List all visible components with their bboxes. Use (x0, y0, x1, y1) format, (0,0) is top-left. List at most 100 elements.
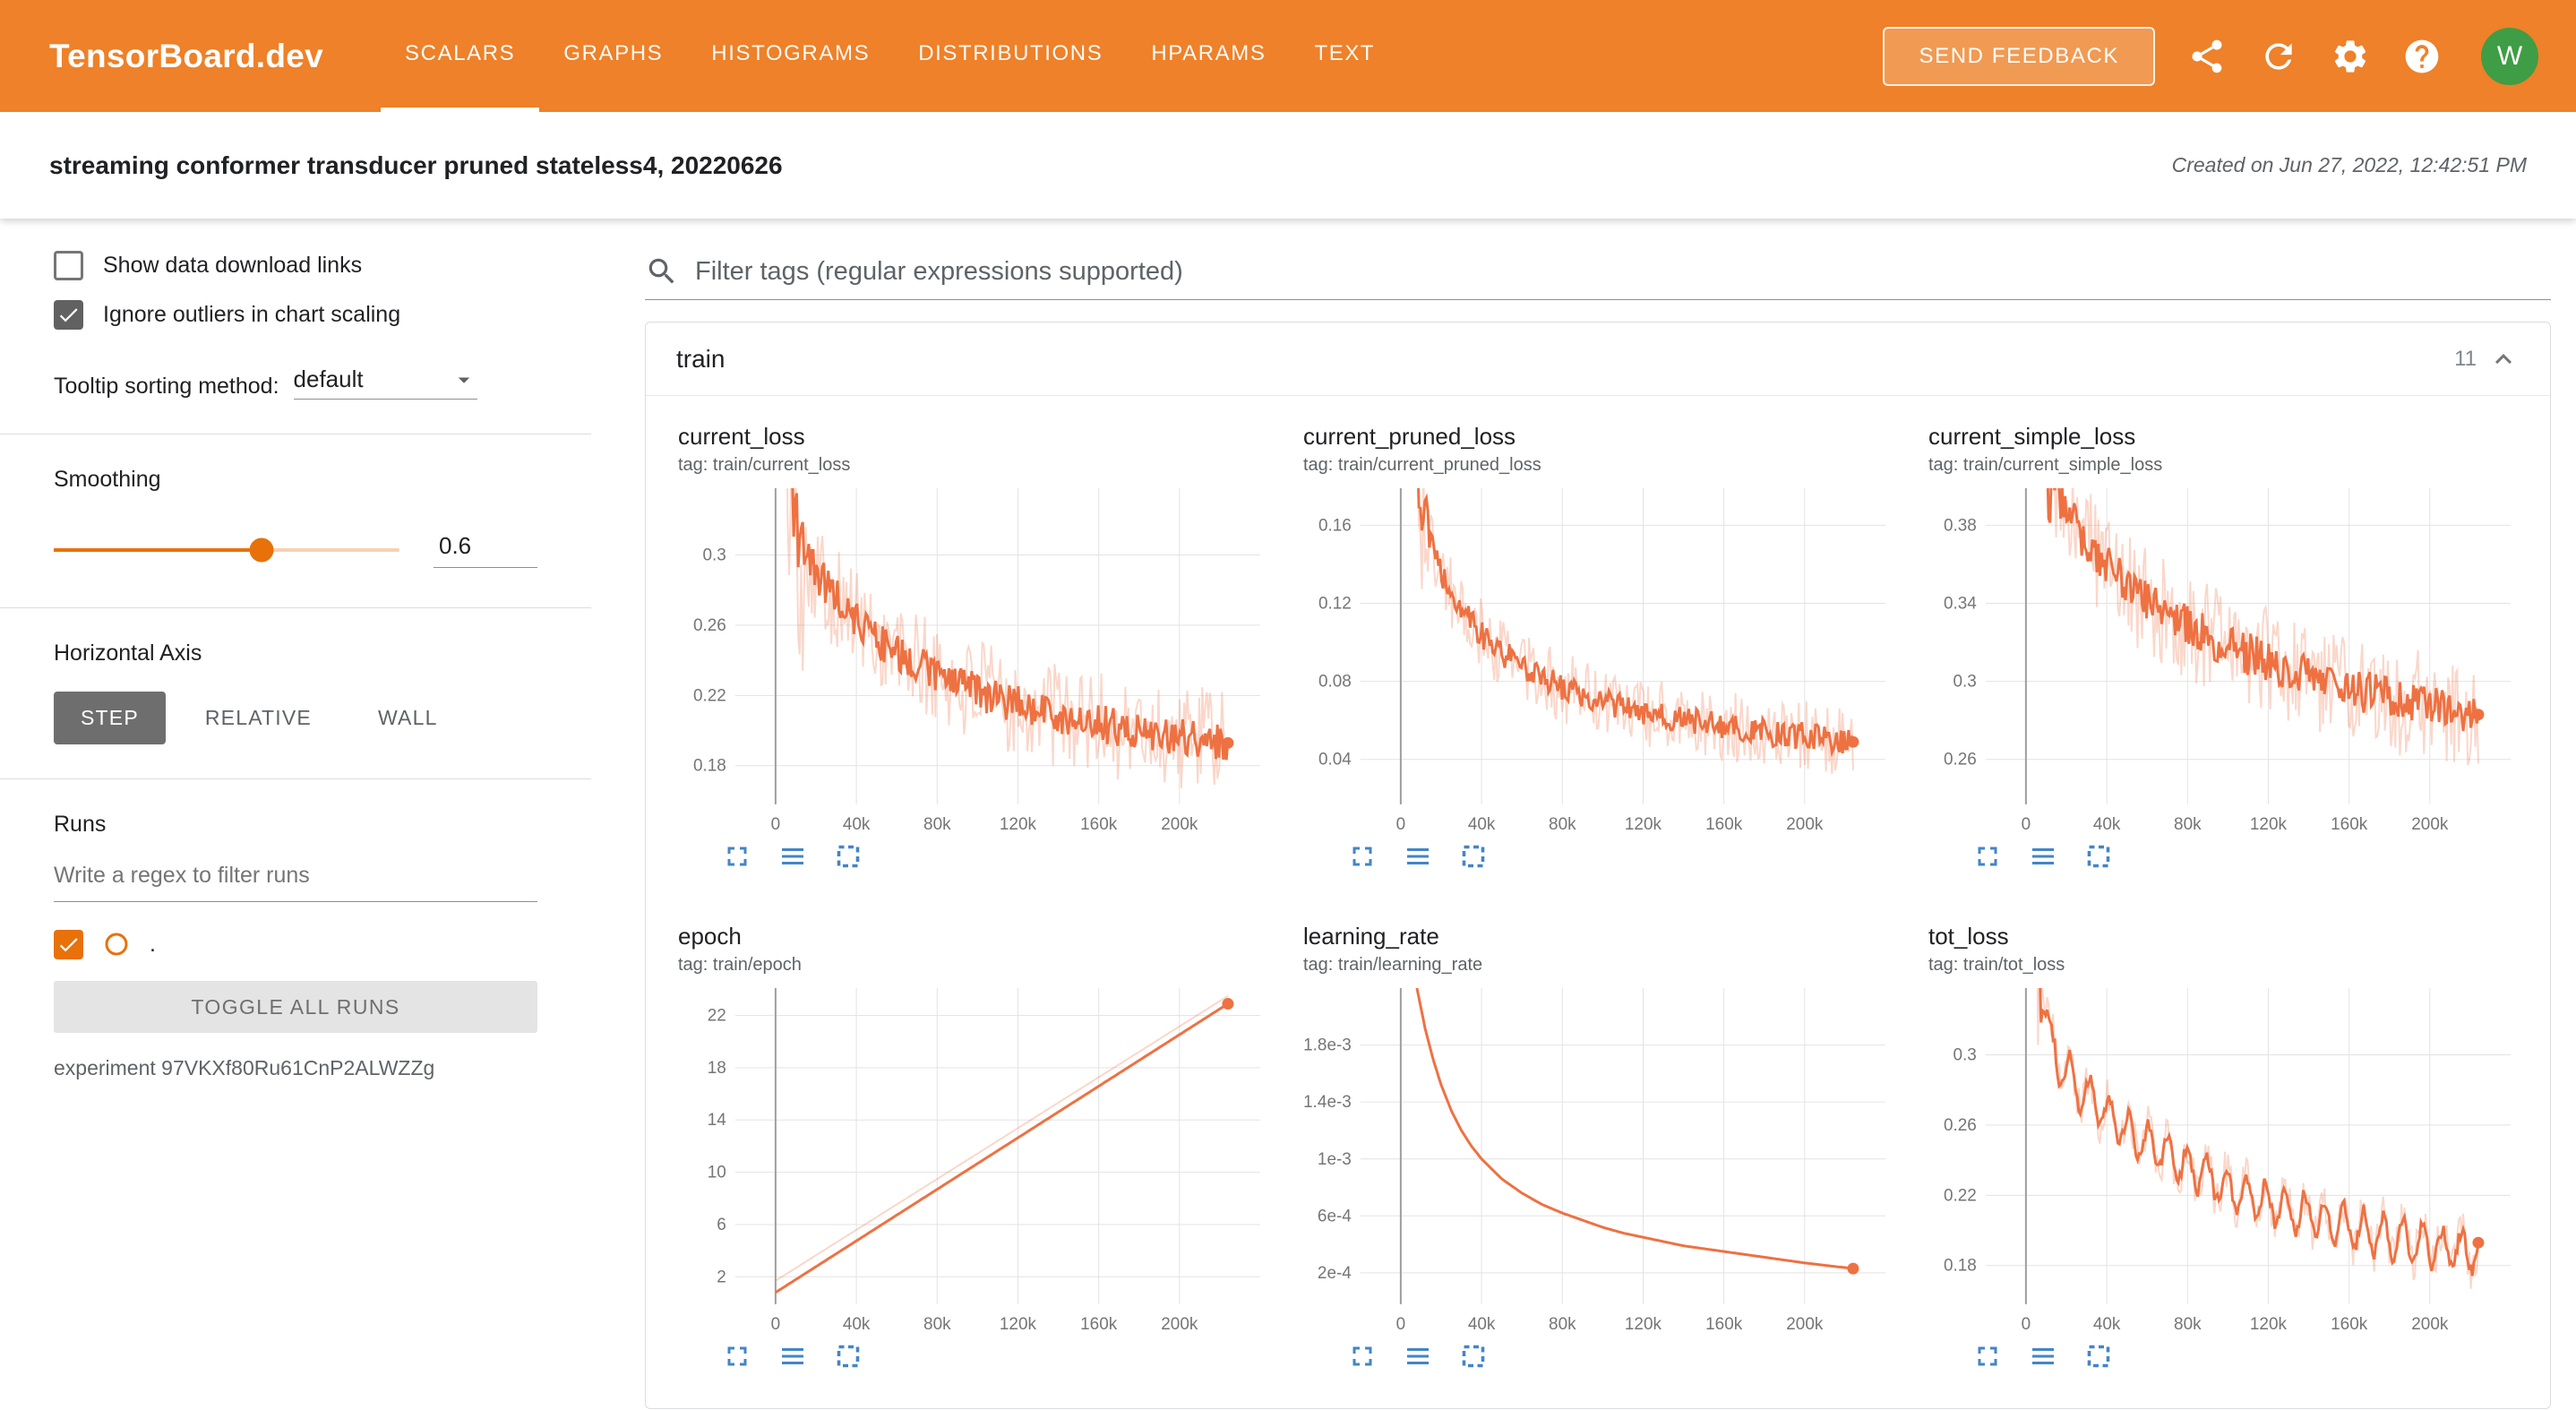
svg-text:1.8e-3: 1.8e-3 (1303, 1036, 1352, 1054)
fit-domain-button[interactable] (1457, 840, 1490, 873)
tab-graphs[interactable]: GRAPHS (563, 41, 664, 65)
runs-filter-input[interactable] (54, 863, 537, 902)
card-chart-count: 11 (2454, 346, 2477, 371)
app-logo[interactable]: TensorBoard.dev (49, 37, 324, 74)
chart-title: current_loss (678, 423, 805, 450)
chart-canvas-tot_loss[interactable]: 0.18 0.22 0.26 0.3 0 40k 80k 120k 160k 200k (1928, 981, 2518, 1338)
tab-histograms[interactable]: HISTOGRAMS (711, 41, 871, 65)
expand-chart-button[interactable] (1971, 1340, 2004, 1372)
card-title: train (676, 344, 726, 373)
show-download-label: Show data download links (103, 253, 363, 278)
tab-scalars[interactable]: SCALARS (381, 0, 540, 112)
smoothing-slider-row (54, 532, 537, 573)
fit-domain-button[interactable] (2082, 840, 2115, 873)
svg-text:18: 18 (708, 1059, 726, 1078)
flatten-lines-icon (2032, 1347, 2054, 1364)
show-download-checkbox[interactable] (54, 251, 83, 280)
axis-relative-button[interactable]: RELATIVE (204, 706, 312, 729)
chart-epoch: epoch tag: train/epoch 2 6 10 14 18 22 0 40k 80k 12… (678, 923, 1267, 1372)
svg-text:1e-3: 1e-3 (1318, 1150, 1352, 1169)
tab-text[interactable]: TEXT (1314, 41, 1376, 65)
svg-text:40k: 40k (2093, 815, 2121, 834)
svg-text:0.22: 0.22 (693, 686, 726, 705)
expand-chart-button[interactable] (721, 840, 753, 873)
flatten-lines-button[interactable] (1402, 840, 1434, 873)
tooltip-sorting-value: default (293, 365, 364, 392)
flatten-lines-button[interactable] (1402, 1340, 1434, 1372)
slider-thumb[interactable] (249, 537, 274, 563)
flatten-lines-icon (1407, 1347, 1429, 1364)
tab-distributions[interactable]: DISTRIBUTIONS (918, 41, 1103, 65)
chart-canvas-current_loss[interactable]: 0.18 0.22 0.26 0.3 0 40k 80k 120k 160k 200k (678, 481, 1267, 838)
tab-hparams[interactable]: HPARAMS (1151, 41, 1267, 65)
train-card-header[interactable]: train 11 (646, 322, 2550, 396)
toggle-all-runs-button[interactable]: TOGGLE ALL RUNS (54, 981, 537, 1033)
svg-text:2e-4: 2e-4 (1318, 1264, 1352, 1283)
svg-text:120k: 120k (2250, 815, 2288, 834)
chart-canvas-current_pruned_loss[interactable]: 0.04 0.08 0.12 0.16 0 40k 80k 120k 160k 200k (1303, 481, 1893, 838)
chart-canvas-epoch[interactable]: 2 6 10 14 18 22 0 40k 80k 120k 160k 200k (678, 981, 1267, 1338)
svg-text:0: 0 (771, 1315, 781, 1334)
fit-domain-button[interactable] (832, 840, 864, 873)
expand-chart-icon (1978, 1346, 1997, 1366)
flatten-lines-button[interactable] (2027, 840, 2059, 873)
refresh-icon[interactable] (2259, 37, 2298, 76)
flatten-lines-icon (1407, 847, 1429, 864)
expand-chart-button[interactable] (1346, 1340, 1378, 1372)
experiment-header: streaming conformer transducer pruned st… (0, 112, 2576, 219)
svg-text:160k: 160k (1080, 815, 1118, 834)
ignore-outliers-row: Ignore outliers in chart scaling (54, 300, 537, 330)
svg-text:120k: 120k (1000, 1315, 1037, 1334)
expand-chart-button[interactable] (1971, 840, 2004, 873)
svg-text:10: 10 (708, 1163, 726, 1182)
chart-tag: tag: train/current_simple_loss (1928, 455, 2163, 475)
flatten-lines-button[interactable] (777, 840, 809, 873)
tooltip-sorting-row: Tooltip sorting method: default (54, 365, 537, 400)
svg-text:0.16: 0.16 (1318, 516, 1352, 535)
svg-text:0.38: 0.38 (1944, 516, 1977, 535)
flatten-lines-icon (782, 1347, 803, 1364)
tag-filter-input[interactable] (695, 256, 2551, 287)
fit-domain-button[interactable] (832, 1340, 864, 1372)
svg-text:0: 0 (2022, 1315, 2031, 1334)
run-checkbox[interactable] (54, 929, 83, 959)
smoothing-slider[interactable] (54, 537, 399, 563)
axis-wall-button[interactable]: WALL (377, 706, 438, 729)
chart-toolbar (1928, 840, 2518, 873)
chevron-up-icon[interactable] (2487, 343, 2520, 375)
smoothing-label: Smoothing (54, 467, 161, 492)
fit-domain-button[interactable] (1457, 1340, 1490, 1372)
app-header: TensorBoard.dev SCALARS GRAPHS HISTOGRAM… (0, 0, 2576, 112)
flatten-lines-button[interactable] (777, 1340, 809, 1372)
svg-text:160k: 160k (2331, 815, 2368, 834)
help-icon[interactable] (2402, 37, 2442, 76)
expand-chart-button[interactable] (721, 1340, 753, 1372)
chart-tag: tag: train/epoch (678, 954, 802, 975)
send-feedback-button[interactable]: SEND FEEDBACK (1883, 26, 2155, 86)
tooltip-sorting-select[interactable]: default (293, 365, 477, 400)
svg-text:200k: 200k (1161, 815, 1198, 834)
smoothing-section: Smoothing (0, 434, 591, 608)
ignore-outliers-checkbox[interactable] (54, 300, 83, 330)
charts-grid: current_loss tag: train/current_loss 0.18 0… (646, 396, 2550, 1408)
dashboard-main: train 11 current_loss tag: train/current_… (591, 219, 2576, 1410)
settings-icon[interactable] (2331, 37, 2370, 76)
axis-step-button[interactable]: STEP (54, 692, 166, 744)
run-color-circle-icon[interactable] (101, 929, 132, 959)
svg-text:40k: 40k (1468, 815, 1496, 834)
smoothing-value-input[interactable] (434, 532, 537, 568)
expand-chart-button[interactable] (1346, 840, 1378, 873)
chart-canvas-current_simple_loss[interactable]: 0.26 0.3 0.34 0.38 0 40k 80k 120k 160k 200k (1928, 481, 2518, 838)
share-icon[interactable] (2187, 37, 2227, 76)
expand-chart-icon (1978, 847, 1997, 866)
chart-canvas-learning_rate[interactable]: 2e-4 6e-4 1e-3 1.4e-3 1.8e-3 0 40k 80k 120k 160k 2… (1303, 981, 1893, 1338)
fit-domain-button[interactable] (2082, 1340, 2115, 1372)
fit-domain-icon (2087, 845, 2110, 868)
svg-text:80k: 80k (2174, 1315, 2202, 1334)
card-header-right: 11 (2454, 343, 2520, 375)
avatar[interactable]: W (2481, 27, 2538, 85)
horizontal-axis-buttons: STEP RELATIVE WALL (54, 692, 537, 744)
flatten-lines-button[interactable] (2027, 1340, 2059, 1372)
experiment-title: streaming conformer transducer pruned st… (49, 150, 783, 179)
flatten-lines-icon (782, 847, 803, 864)
